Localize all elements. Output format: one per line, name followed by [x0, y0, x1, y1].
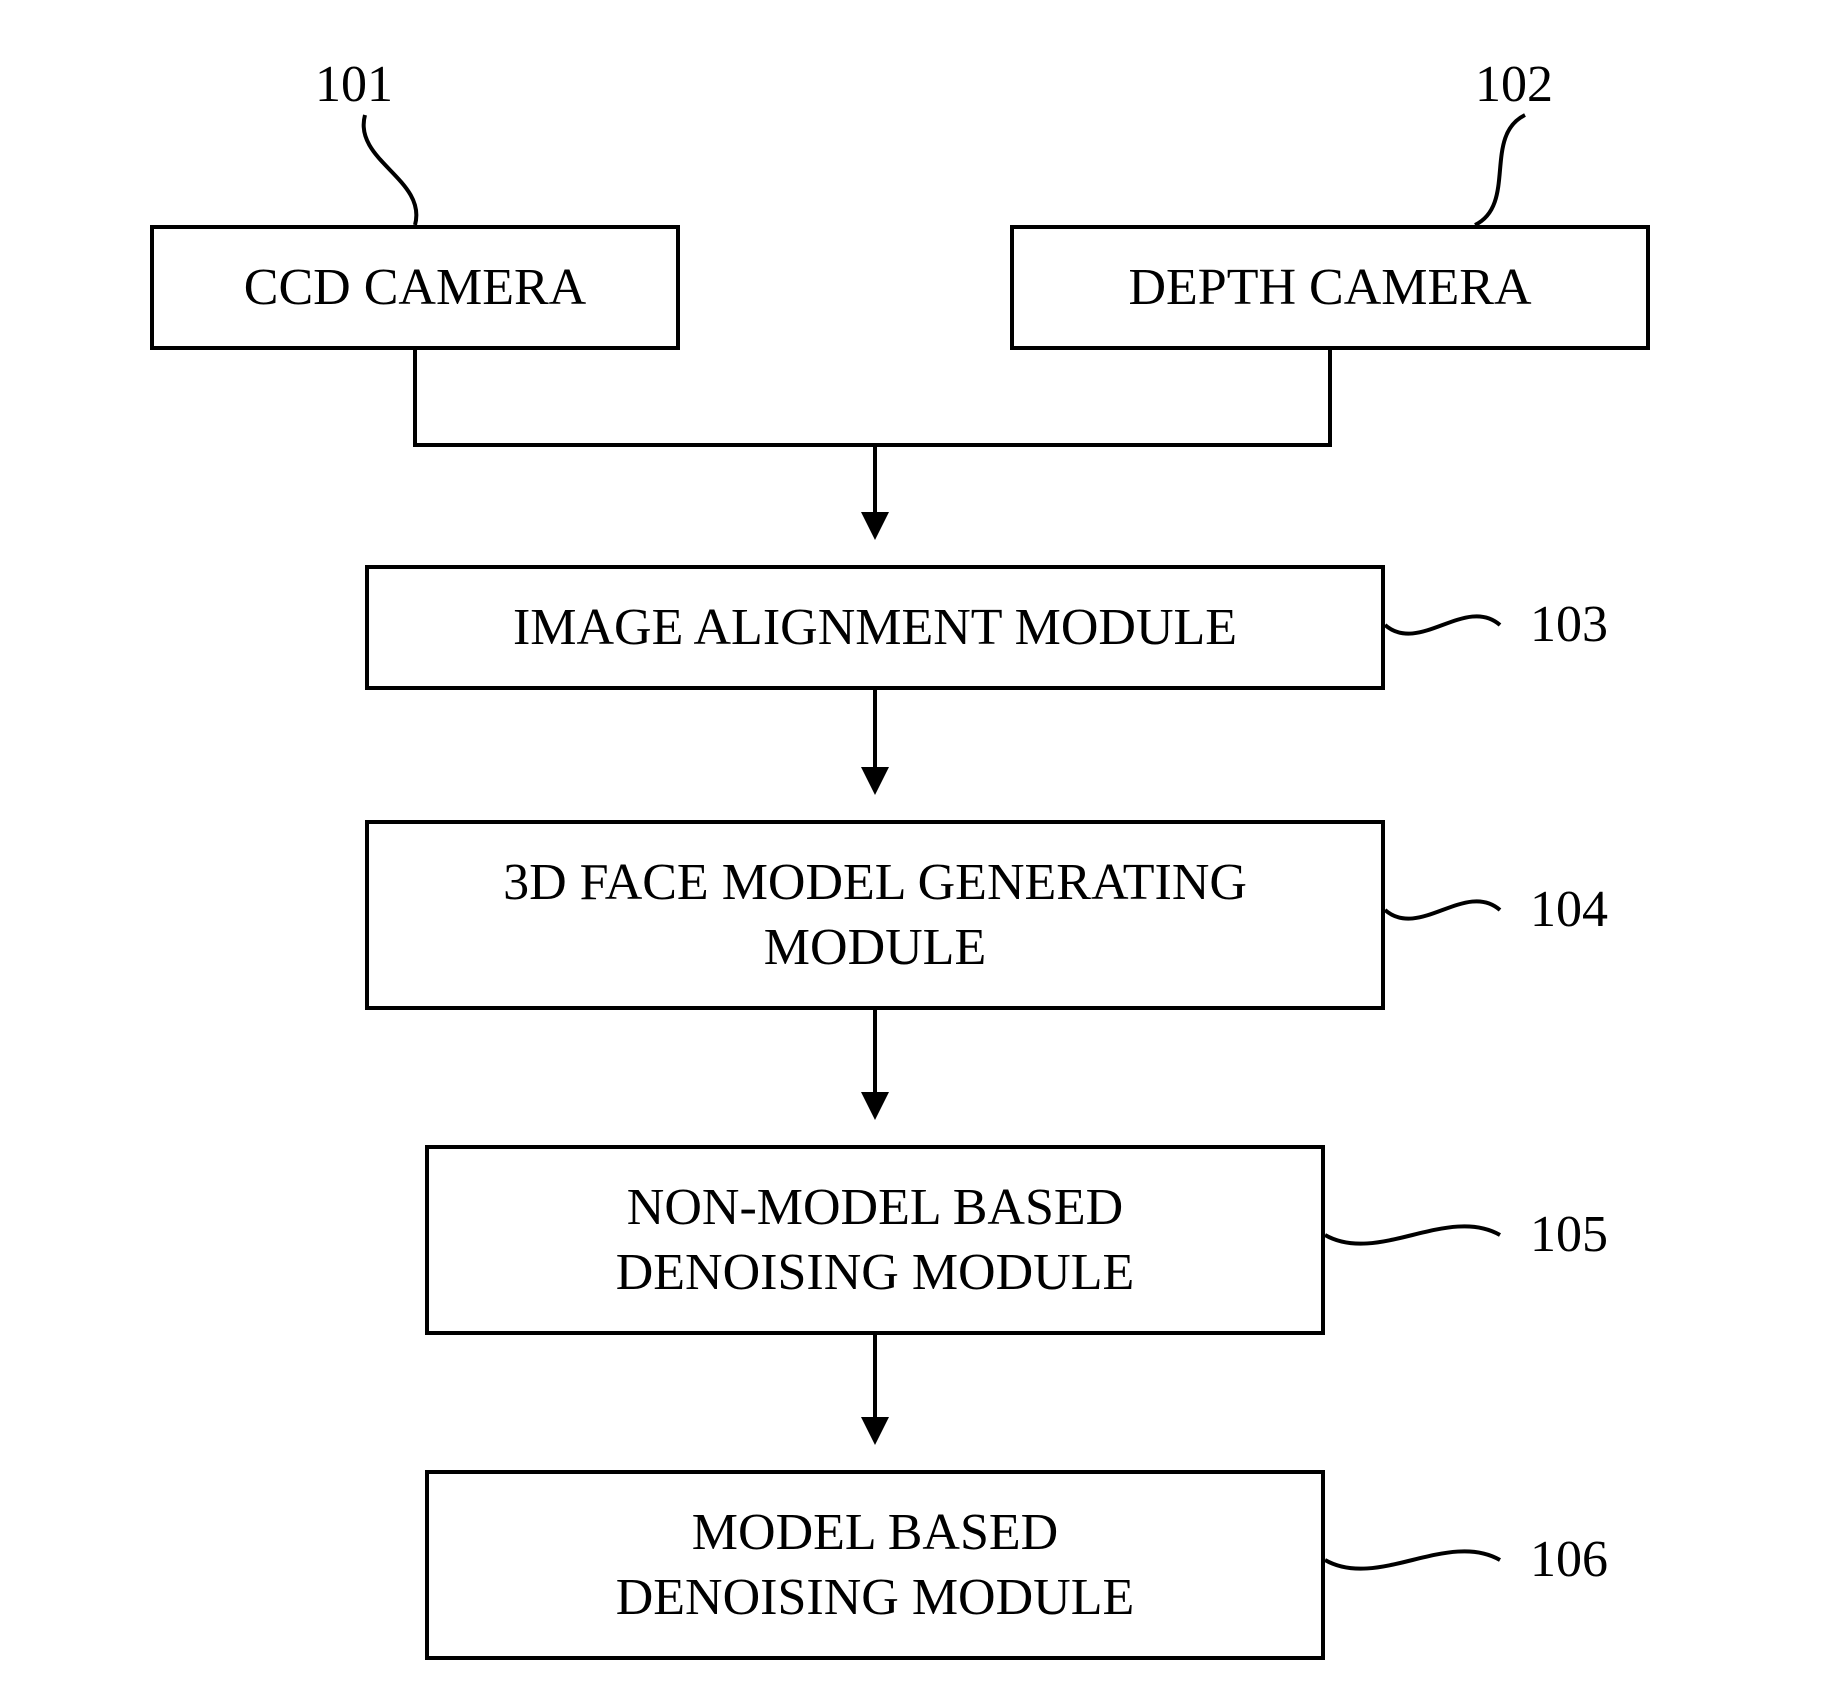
n106-label: MODEL BASEDDENOISING MODULE	[616, 1500, 1135, 1630]
n105-box: NON-MODEL BASEDDENOISING MODULE	[425, 1145, 1325, 1335]
n102-ref: 102	[1475, 55, 1553, 114]
n105-ref: 105	[1530, 1205, 1608, 1264]
n102-label: DEPTH CAMERA	[1128, 255, 1531, 320]
n101-box: CCD CAMERA	[150, 225, 680, 350]
flowchart-container: CCD CAMERA 101 DEPTH CAMERA 102 IMAGE ALIGNM…	[0, 0, 1821, 1699]
n105-label: NON-MODEL BASEDDENOISING MODULE	[616, 1175, 1135, 1305]
n103-ref: 103	[1530, 595, 1608, 654]
n106-ref: 106	[1530, 1530, 1608, 1589]
n101-ref: 101	[315, 55, 393, 114]
n104-ref: 104	[1530, 880, 1608, 939]
n104-label: 3D FACE MODEL GENERATINGMODULE	[503, 850, 1247, 980]
n102-box: DEPTH CAMERA	[1010, 225, 1650, 350]
n103-box: IMAGE ALIGNMENT MODULE	[365, 565, 1385, 690]
n106-box: MODEL BASEDDENOISING MODULE	[425, 1470, 1325, 1660]
n103-label: IMAGE ALIGNMENT MODULE	[513, 595, 1237, 660]
n101-label: CCD CAMERA	[244, 255, 586, 320]
n104-box: 3D FACE MODEL GENERATINGMODULE	[365, 820, 1385, 1010]
